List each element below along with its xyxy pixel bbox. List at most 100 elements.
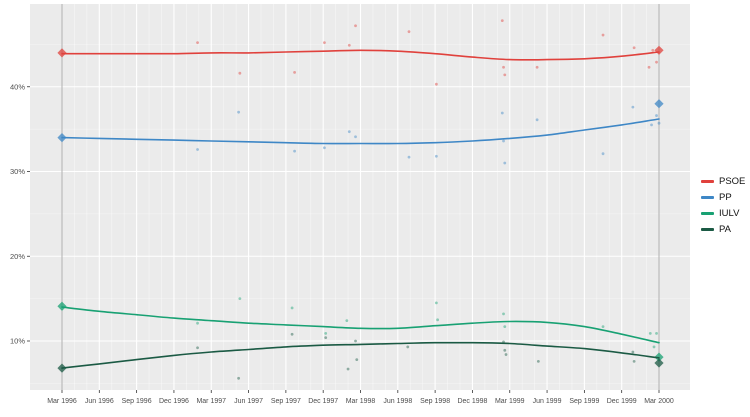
y-tick-label-10-: 10% (10, 337, 25, 346)
poll-point-iulv (290, 306, 294, 310)
poll-point-iulv (436, 318, 440, 322)
legend-entry-iulv: IULV (701, 208, 745, 219)
legend-key-line-iulv (701, 212, 714, 215)
poll-point-pa (631, 350, 635, 354)
poll-point-pp (535, 118, 539, 122)
trend-line-pa (61, 341, 660, 369)
poll-point-pa (504, 353, 508, 356)
x-tick-label-jun-1999: Jun 1999 (533, 398, 562, 405)
x-tick-label-mar-1998: Mar 1998 (346, 398, 376, 405)
poll-point-iulv (196, 321, 199, 325)
legend-entry-psoe: PSOE (701, 176, 745, 187)
poll-point-psoe (196, 41, 199, 45)
election-result-diamond-pp (654, 99, 664, 109)
poll-point-psoe (502, 65, 505, 69)
poll-point-pa (324, 336, 328, 340)
x-tick-label-dec-1999: Dec 1999 (607, 398, 637, 405)
poll-point-pp (347, 130, 351, 134)
poll-point-psoe (354, 24, 357, 28)
poll-point-pa (290, 332, 294, 336)
poll-point-psoe (503, 73, 507, 77)
chart-legend: PSOE PP IULV PA (701, 176, 746, 235)
poll-point-pp (650, 123, 653, 127)
election-result-diamond-pa (57, 363, 67, 373)
legend-entry-pa: PA (701, 224, 745, 235)
x-tick-label-mar-1997: Mar 1997 (196, 398, 226, 405)
poll-point-psoe (647, 65, 651, 69)
x-tick-label-jun-1996: Jun 1996 (85, 398, 114, 405)
x-tick-label-sep-1996: Sep 1996 (122, 398, 152, 405)
poll-point-pa (196, 346, 199, 350)
poll-point-pp (502, 139, 505, 143)
x-tick-label-dec-1996: Dec 1996 (159, 398, 189, 405)
x-tick-label-sep-1998: Sep 1998 (420, 398, 450, 405)
poll-point-pp (293, 149, 296, 153)
poll-point-psoe (238, 71, 242, 75)
x-tick-label-mar-1999: Mar 1999 (495, 398, 525, 405)
poll-point-iulv (345, 319, 349, 323)
trend-line-pp (61, 118, 660, 145)
x-tick-label-sep-1999: Sep 1999 (569, 398, 599, 405)
y-tick-label-30-: 30% (10, 167, 25, 176)
election-result-diamond-psoe (654, 45, 664, 55)
legend-label-pp: PP (719, 192, 732, 203)
poll-point-psoe (651, 48, 655, 52)
poll-point-psoe (407, 30, 411, 34)
poll-point-psoe (347, 43, 351, 47)
poll-point-iulv (502, 312, 505, 316)
poll-point-iulv (503, 325, 507, 328)
trend-line-psoe (61, 49, 660, 61)
poll-point-pp (500, 111, 504, 115)
poll-point-pp (237, 110, 241, 114)
poll-point-pp (354, 135, 357, 139)
poll-point-pa (355, 358, 359, 362)
y-tick-label-20-: 20% (10, 252, 25, 261)
poll-point-psoe (535, 65, 539, 69)
poll-point-iulv (648, 331, 652, 335)
poll-point-pp (196, 148, 199, 151)
poll-point-iulv (652, 345, 656, 349)
poll-point-pp (655, 114, 658, 117)
poll-point-psoe (601, 33, 605, 37)
poll-point-pa (536, 359, 540, 363)
legend-entry-pp: PP (701, 192, 745, 203)
legend-label-pa: PA (719, 224, 731, 235)
poll-point-pp (657, 121, 661, 125)
poll-point-iulv (238, 297, 242, 301)
poll-point-psoe (500, 19, 504, 23)
poll-point-pp (323, 146, 326, 150)
legend-label-iulv: IULV (719, 208, 740, 219)
poll-point-pa (354, 339, 357, 343)
poll-point-iulv (434, 301, 438, 305)
poll-point-psoe (293, 70, 296, 74)
poll-point-psoe (323, 41, 326, 45)
legend-key-line-pp (701, 196, 714, 199)
poll-point-pp (631, 105, 635, 109)
poll-point-iulv (324, 331, 328, 335)
poll-point-pp (503, 161, 507, 165)
poll-point-psoe (632, 46, 636, 50)
poll-point-pa (406, 345, 410, 349)
y-tick-label-40-: 40% (10, 82, 25, 91)
x-tick-label-mar-1996: Mar 1996 (47, 398, 77, 405)
poll-point-iulv (601, 325, 605, 328)
poll-point-pa (346, 367, 350, 371)
legend-key-line-pa (701, 228, 714, 231)
x-tick-label-sep-1997: Sep 1997 (271, 398, 301, 405)
trend-line-iulv (61, 306, 660, 344)
x-tick-label-mar-2000: Mar 2000 (644, 398, 674, 405)
election-result-diamond-psoe (57, 48, 67, 58)
poll-point-pa (632, 359, 636, 363)
election-result-diamond-iulv (57, 301, 67, 311)
election-result-diamond-pp (57, 133, 67, 143)
election-result-diamond-pa (654, 358, 664, 368)
poll-point-iulv (655, 331, 658, 335)
poll-point-psoe (655, 60, 658, 64)
poll-point-pa (503, 348, 507, 352)
x-tick-label-dec-1997: Dec 1997 (308, 398, 338, 405)
legend-label-psoe: PSOE (719, 176, 746, 187)
poll-point-pp (601, 152, 605, 156)
poll-point-pp (434, 154, 438, 158)
